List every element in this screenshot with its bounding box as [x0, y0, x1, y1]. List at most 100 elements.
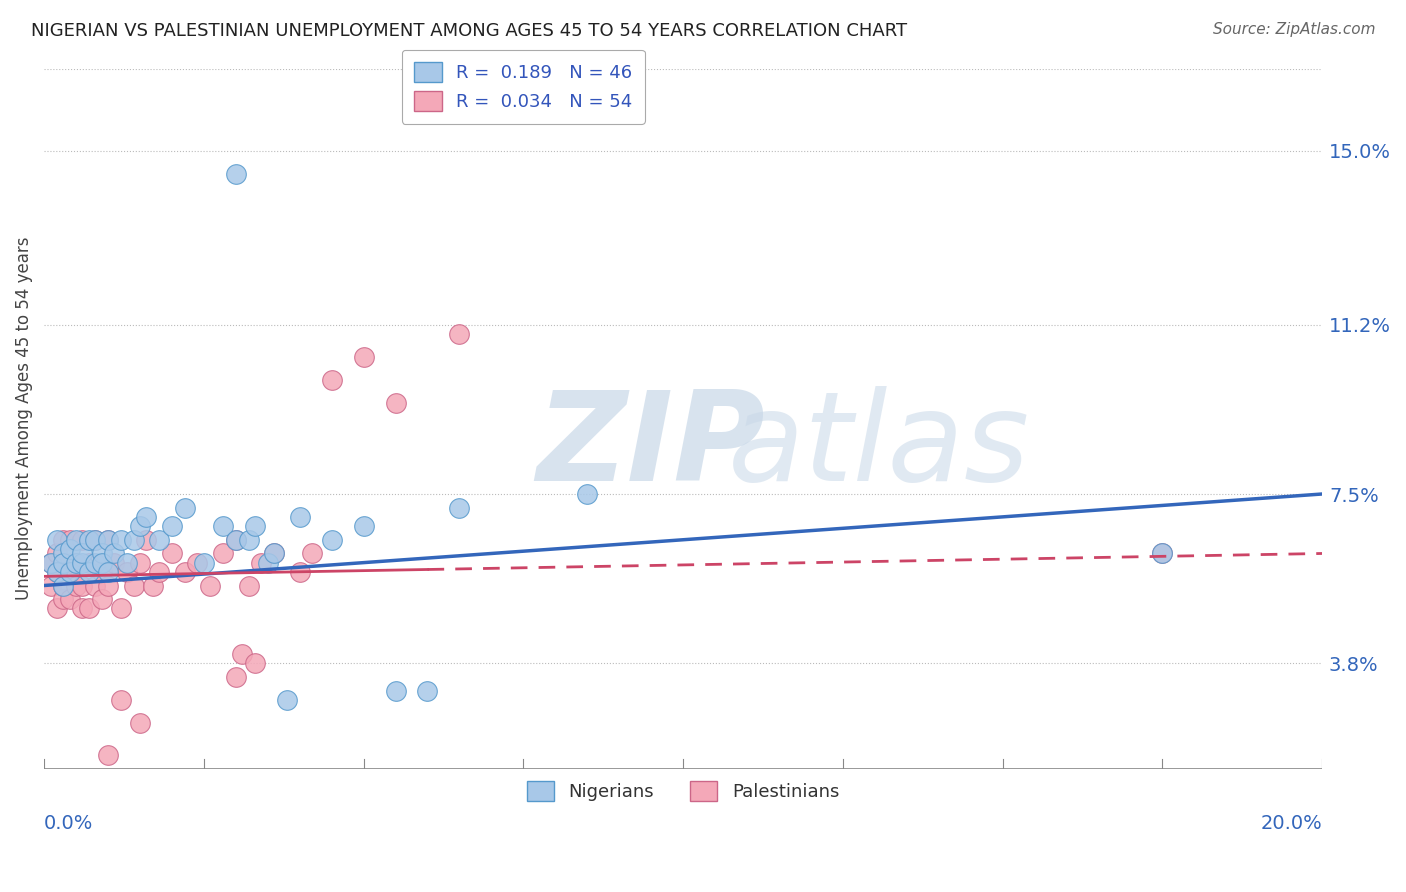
Point — [321, 533, 343, 547]
Point — [384, 395, 406, 409]
Point — [449, 326, 471, 341]
Point — [225, 533, 247, 547]
Point — [77, 601, 100, 615]
Point — [129, 556, 152, 570]
Point — [115, 556, 138, 570]
Point — [225, 670, 247, 684]
Point — [39, 556, 62, 570]
Point — [90, 592, 112, 607]
Point — [97, 565, 120, 579]
Text: ZIPatlas: ZIPatlas — [536, 386, 1031, 507]
Point — [238, 578, 260, 592]
Point — [90, 556, 112, 570]
Point — [52, 592, 75, 607]
Point — [77, 533, 100, 547]
Point — [65, 556, 87, 570]
Text: 0.0%: 0.0% — [44, 814, 93, 833]
Legend: Nigerians, Palestinians: Nigerians, Palestinians — [520, 774, 846, 808]
Point — [288, 509, 311, 524]
Point — [77, 565, 100, 579]
Point — [243, 657, 266, 671]
Point — [97, 747, 120, 762]
Point — [200, 578, 222, 592]
Point — [52, 578, 75, 592]
Point — [97, 578, 120, 592]
Point — [148, 565, 170, 579]
Point — [45, 533, 67, 547]
Point — [59, 592, 82, 607]
Point — [59, 556, 82, 570]
Point — [59, 541, 82, 556]
Point — [353, 519, 375, 533]
Point — [129, 715, 152, 730]
Point — [72, 546, 94, 560]
Point — [250, 556, 273, 570]
Point — [212, 546, 235, 560]
Point — [416, 683, 439, 698]
Text: Source: ZipAtlas.com: Source: ZipAtlas.com — [1212, 22, 1375, 37]
Point — [160, 519, 183, 533]
Point — [160, 546, 183, 560]
Point — [115, 565, 138, 579]
Point — [148, 533, 170, 547]
Text: 20.0%: 20.0% — [1260, 814, 1322, 833]
Point — [449, 500, 471, 515]
Point — [52, 556, 75, 570]
Point — [52, 546, 75, 560]
Point — [103, 556, 125, 570]
Point — [238, 533, 260, 547]
Point — [321, 373, 343, 387]
Point — [288, 565, 311, 579]
Point — [142, 578, 165, 592]
Point — [65, 578, 87, 592]
Point — [90, 565, 112, 579]
Point — [110, 601, 132, 615]
Point — [45, 546, 67, 560]
Point — [243, 519, 266, 533]
Point — [84, 556, 107, 570]
Point — [84, 578, 107, 592]
Point — [173, 565, 195, 579]
Point — [122, 533, 145, 547]
Point — [384, 683, 406, 698]
Point — [45, 565, 67, 579]
Point — [90, 546, 112, 560]
Point — [72, 601, 94, 615]
Point — [135, 509, 157, 524]
Point — [193, 556, 215, 570]
Point — [225, 167, 247, 181]
Point — [97, 533, 120, 547]
Point — [65, 556, 87, 570]
Point — [301, 546, 323, 560]
Point — [122, 578, 145, 592]
Y-axis label: Unemployment Among Ages 45 to 54 years: Unemployment Among Ages 45 to 54 years — [15, 236, 32, 600]
Point — [1152, 546, 1174, 560]
Point — [173, 500, 195, 515]
Point — [72, 533, 94, 547]
Point — [59, 533, 82, 547]
Point — [135, 533, 157, 547]
Point — [39, 578, 62, 592]
Point — [576, 487, 599, 501]
Point — [39, 556, 62, 570]
Point — [212, 519, 235, 533]
Point — [256, 556, 278, 570]
Point — [353, 350, 375, 364]
Point — [263, 546, 285, 560]
Point — [84, 533, 107, 547]
Point — [231, 647, 253, 661]
Point — [110, 533, 132, 547]
Point — [97, 533, 120, 547]
Point — [45, 601, 67, 615]
Point — [263, 546, 285, 560]
Point — [84, 533, 107, 547]
Point — [45, 565, 67, 579]
Point — [52, 578, 75, 592]
Point — [103, 546, 125, 560]
Point — [52, 533, 75, 547]
Point — [186, 556, 208, 570]
Point — [110, 693, 132, 707]
Point — [1152, 546, 1174, 560]
Point — [129, 519, 152, 533]
Point — [72, 578, 94, 592]
